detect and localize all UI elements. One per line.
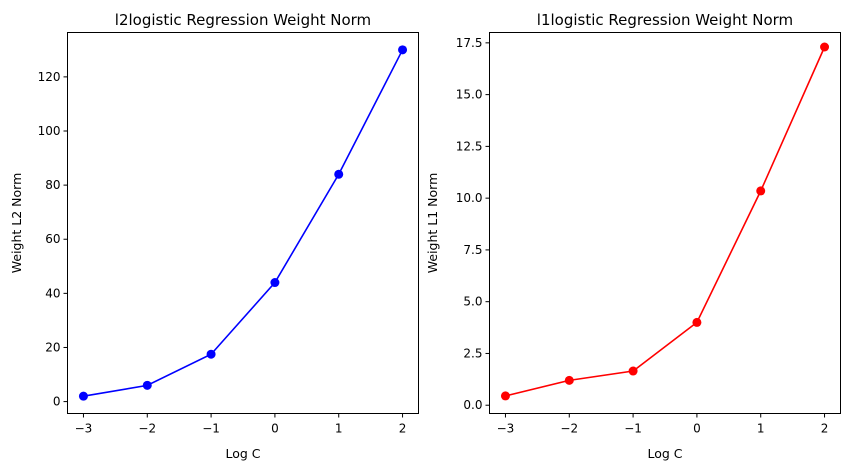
l1-data-point xyxy=(756,186,766,196)
l1-y-tick-label: 17.5 xyxy=(456,36,483,50)
l1-y-tick-label: 2.5 xyxy=(463,346,482,360)
l2-y-axis-label: Weight L2 Norm xyxy=(9,173,24,274)
l1-series xyxy=(500,42,830,401)
l1-data-point xyxy=(500,391,510,401)
l2-x-tick-label: 2 xyxy=(399,422,407,436)
l1-data-point xyxy=(564,375,574,385)
l1-data-point xyxy=(820,42,830,52)
l1-y-tick-label: 5.0 xyxy=(463,295,482,309)
l2-x-tick-label: 1 xyxy=(335,422,343,436)
l2-y-tick-label: 0 xyxy=(53,395,61,409)
l2-x-tick-label: −1 xyxy=(202,422,220,436)
l1-data-point xyxy=(628,366,638,376)
l2-y-tick-label: 60 xyxy=(45,232,60,246)
l1-y-tick-label: 7.5 xyxy=(463,243,482,257)
l2-data-point xyxy=(78,391,88,401)
l1-x-tick-label: 1 xyxy=(757,422,765,436)
l2-series-line xyxy=(83,49,404,397)
l2-data-point xyxy=(398,45,408,55)
l1-x-axis-label: Log C xyxy=(647,446,682,461)
l2-x-tick-label: 0 xyxy=(271,422,279,436)
l1-x-tick-label: −2 xyxy=(560,422,578,436)
l1-series-line xyxy=(505,46,826,397)
l1-y-tick-label: 10.0 xyxy=(456,191,483,205)
l1-ticks: −3 −2 −1 0 1 2 0.0 2.5 5.0 7.5 10.0 12.5 15.0 17.5 xyxy=(456,36,829,436)
l2-norm-panel: l2logistic Regression Weight Norm Log C … xyxy=(9,11,419,461)
l2-data-point xyxy=(206,349,216,359)
l1-chart-title: l1logistic Regression Weight Norm xyxy=(537,11,793,29)
l2-data-point xyxy=(270,278,280,288)
l2-y-tick-label: 80 xyxy=(45,178,60,192)
l1-y-tick-label: 12.5 xyxy=(456,139,483,153)
l2-data-point xyxy=(142,380,152,390)
l1-plot-frame xyxy=(489,32,841,414)
l1-y-axis-label: Weight L1 Norm xyxy=(425,173,440,274)
l2-y-tick-label: 20 xyxy=(45,340,60,354)
l1-x-tick-label: −1 xyxy=(624,422,642,436)
l2-x-tick-label: −3 xyxy=(75,422,93,436)
l1-x-tick-label: −3 xyxy=(497,422,515,436)
l1-x-tick-label: 0 xyxy=(693,422,701,436)
l2-y-tick-label: 120 xyxy=(38,70,61,84)
l2-x-tick-label: −2 xyxy=(138,422,156,436)
l1-norm-panel: l1logistic Regression Weight Norm Log C … xyxy=(425,11,841,461)
l2-y-tick-label: 100 xyxy=(38,124,61,138)
l1-y-tick-label: 15.0 xyxy=(456,88,483,102)
l1-y-tick-label: 0.0 xyxy=(463,398,482,412)
l1-x-tick-label: 2 xyxy=(821,422,829,436)
l2-chart-title: l2logistic Regression Weight Norm xyxy=(115,11,371,29)
l2-data-point xyxy=(334,169,344,179)
l2-plot-frame xyxy=(67,32,419,414)
l2-y-tick-label: 40 xyxy=(45,286,60,300)
l2-series xyxy=(78,45,408,401)
l2-x-axis-label: Log C xyxy=(225,446,260,461)
l1-data-point xyxy=(692,317,702,327)
